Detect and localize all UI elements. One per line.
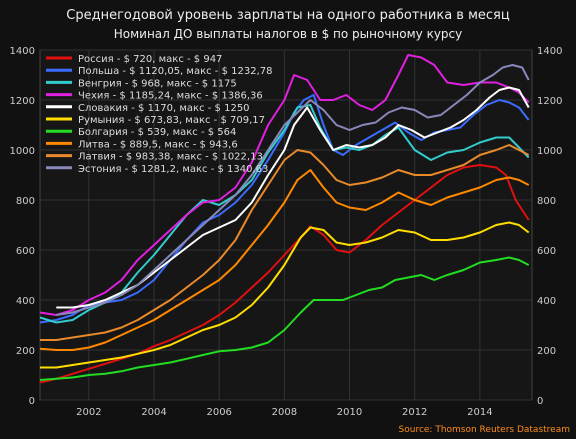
y-tick-label-right: 800 (537, 196, 556, 207)
x-tick-label: 2012 (402, 407, 427, 418)
x-tick-label: 2010 (337, 407, 362, 418)
source-note: Source: Thomson Reuters Datastream (399, 425, 570, 435)
y-tick-label-left: 1200 (10, 96, 35, 107)
series-line-7 (39, 256, 530, 381)
y-tick-label-right: 600 (537, 246, 556, 257)
legend-label-9: Латвия - $ 983,38, макс - $ 1022,13 (78, 152, 263, 163)
series-line-10 (56, 64, 530, 316)
y-tick-label-right: 1400 (537, 46, 562, 57)
y-tick-label-left: 400 (16, 296, 35, 307)
legend-label-8: Литва - $ 889,5, макс - $ 943,6 (78, 139, 238, 150)
y-tick-label-left: 200 (16, 346, 35, 357)
axes: 0 0 200 200 400 400 600 600 800 800 1000 1000 1200 12… (10, 46, 563, 418)
legend-label-4: Чехия - $ 1185,24, макс - $ 1386,36 (78, 91, 263, 102)
series-line-6 (40, 221, 530, 369)
legend-label-10: Эстония - $ 1281,2, макс - $ 1340,63 (78, 164, 268, 175)
legend-label-3: Венгрия - $ 968, макс - $ 1175 (78, 78, 237, 89)
y-tick-label-right: 1000 (537, 146, 562, 157)
series-line-2 (39, 94, 530, 324)
series-line-8 (39, 169, 530, 351)
legend-label-5: Словакия - $ 1170, макс - $ 1250 (78, 103, 250, 114)
chart-subtitle: Номинал ДО выплаты налогов в $ по рыночн… (114, 27, 463, 41)
y-tick-label-right: 0 (537, 396, 543, 407)
series-line-5 (56, 86, 530, 309)
x-tick-label: 2004 (141, 407, 166, 418)
y-tick-label-left: 1400 (10, 46, 35, 57)
series-line-4 (39, 54, 530, 316)
x-tick-label: 2006 (206, 407, 231, 418)
y-tick-label-right: 400 (537, 296, 556, 307)
legend-label-6: Румыния - $ 673,83, макс - $ 709,17 (78, 115, 265, 126)
series-lines (39, 54, 530, 384)
y-tick-label-right: 1200 (537, 96, 562, 107)
x-tick-label: 2008 (272, 407, 297, 418)
y-tick-label-left: 600 (16, 246, 35, 257)
x-tick-label: 2014 (467, 407, 492, 418)
series-line-9 (40, 144, 530, 341)
y-tick-label-left: 1000 (10, 146, 35, 157)
legend-label-7: Болгария - $ 539, макс - $ 564 (78, 127, 236, 138)
y-tick-label-right: 200 (537, 346, 556, 357)
y-tick-label-left: 0 (29, 396, 35, 407)
y-tick-label-left: 800 (16, 196, 35, 207)
legend-label-1: Россия - $ 720, макс - $ 947 (78, 54, 222, 65)
x-tick-label: 2002 (76, 407, 101, 418)
chart-title: Среднегодовой уровень зарплаты на одного… (66, 8, 510, 23)
legend-label-2: Польша - $ 1120,05, макс - $ 1232,78 (78, 66, 273, 77)
